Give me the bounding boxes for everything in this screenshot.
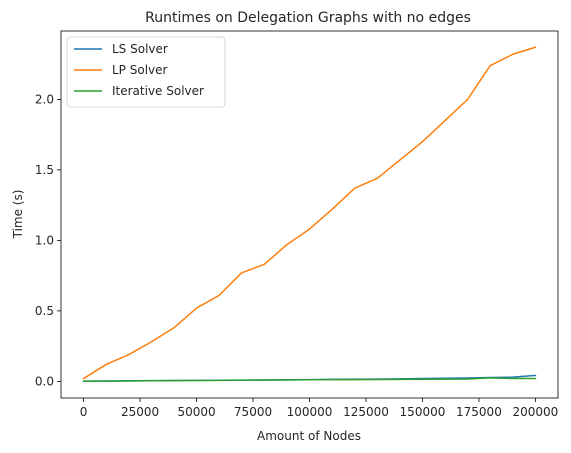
y-tick-label: 1.0 bbox=[35, 233, 54, 247]
series-line-lp-solver bbox=[82, 46, 537, 380]
legend-label: Iterative Solver bbox=[112, 84, 204, 98]
series-layer bbox=[82, 46, 537, 382]
plot-frame bbox=[60, 30, 559, 399]
y-tick-label: 1.5 bbox=[35, 163, 54, 177]
x-tick-label: 200000 bbox=[513, 405, 559, 419]
y-tick-label: 2.0 bbox=[35, 92, 54, 106]
y-tick-label: 0.5 bbox=[35, 304, 54, 318]
legend-box bbox=[66, 36, 226, 108]
x-tick-label: 25000 bbox=[121, 405, 159, 419]
y-axis: 0.0 0.5 1.0 1.5 2.0 bbox=[35, 92, 61, 388]
x-axis-label: Amount of Nodes bbox=[257, 429, 361, 443]
legend-label: LP Solver bbox=[112, 63, 168, 77]
x-tick-label: 150000 bbox=[400, 405, 446, 419]
legend: LS Solver LP Solver Iterative Solver bbox=[66, 36, 226, 108]
x-tick-label: 50000 bbox=[177, 405, 215, 419]
x-tick-label: 175000 bbox=[456, 405, 502, 419]
x-tick-label: 100000 bbox=[287, 405, 333, 419]
series-line-iterative-solver bbox=[82, 377, 537, 382]
x-tick-label: 125000 bbox=[343, 405, 389, 419]
x-tick-label: 0 bbox=[80, 405, 88, 419]
legend-label: LS Solver bbox=[112, 42, 168, 56]
chart-title: Runtimes on Delegation Graphs with no ed… bbox=[145, 10, 471, 26]
x-axis: 0 25000 50000 75000 100000 125000 150000 175000… bbox=[80, 398, 559, 419]
y-tick-label: 0.0 bbox=[35, 374, 54, 388]
y-axis-label: Time (s) bbox=[11, 190, 25, 240]
x-tick-label: 75000 bbox=[234, 405, 272, 419]
